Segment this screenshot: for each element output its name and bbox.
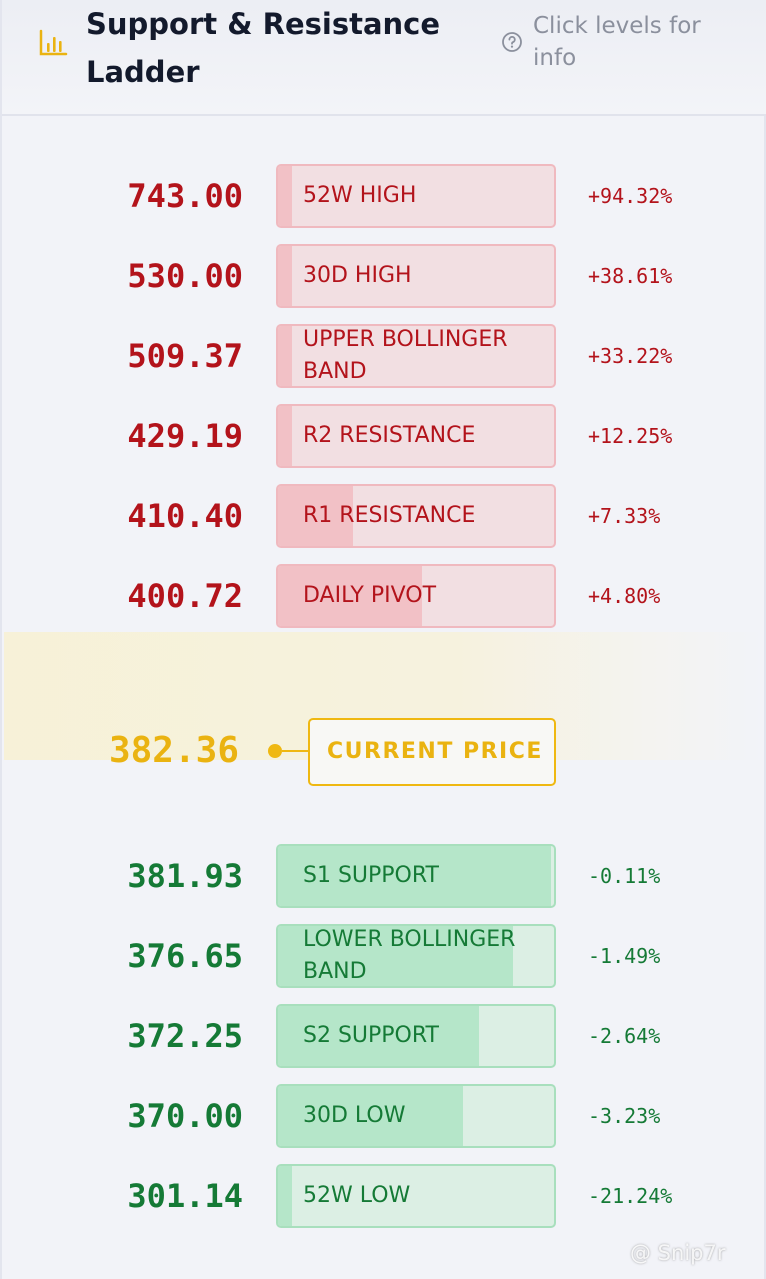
level-change: +33.22% [588,344,673,368]
level-strength-fill [278,1086,463,1146]
resistance-level-row[interactable]: 509.37 UPPER BOLLINGER BAND +33.22% [2,324,766,388]
level-price: 400.72 [127,577,243,615]
level-label: UPPER BOLLINGER BAND [303,327,508,384]
level-price: 301.14 [127,1177,243,1215]
level-bar[interactable]: DAILY PIVOT [276,564,556,628]
level-strength-fill [278,846,552,906]
level-strength-fill [278,1166,292,1226]
level-label: DAILY PIVOT [303,583,437,608]
level-price: 372.25 [127,1017,243,1055]
level-strength-fill [278,486,353,546]
level-label: R2 RESISTANCE [303,423,476,448]
resistance-level-row[interactable]: 429.19 R2 RESISTANCE +12.25% [2,404,766,468]
level-label: S2 SUPPORT [303,1023,439,1048]
support-level-row[interactable]: 370.00 30D LOW -3.23% [2,1084,766,1148]
level-bar[interactable]: S2 SUPPORT [276,1004,556,1068]
current-price-value: 382.36 [108,730,239,771]
help-text: Click levels for info [533,13,701,71]
question-circle-icon[interactable] [501,31,523,53]
level-change: -3.23% [588,1104,661,1128]
level-strength-fill [278,166,292,226]
level-label: S1 SUPPORT [303,863,439,888]
level-bar[interactable]: S1 SUPPORT [276,844,556,908]
level-change: +38.61% [588,264,673,288]
support-level-row[interactable]: 372.25 S2 SUPPORT -2.64% [2,1004,766,1068]
resistance-level-row[interactable]: 530.00 30D HIGH +38.61% [2,244,766,308]
resistance-level-row[interactable]: 410.40 R1 RESISTANCE +7.33% [2,484,766,548]
level-strength-fill [278,406,292,466]
level-price: 509.37 [127,337,243,375]
level-label: R1 RESISTANCE [303,503,476,528]
level-bar[interactable]: 52W LOW [276,1164,556,1228]
level-price: 429.19 [127,417,243,455]
level-change: +94.32% [588,184,673,208]
level-price: 381.93 [127,857,243,895]
bar-chart-icon [39,29,68,56]
level-strength-fill [278,246,292,306]
level-bar[interactable]: 30D HIGH [276,244,556,308]
panel-title: Support & Resistance Ladder [86,7,441,89]
level-price: 530.00 [127,257,243,295]
support-level-row[interactable]: 301.14 52W LOW -21.24% [2,1164,766,1228]
level-price: 743.00 [127,177,243,215]
level-bar[interactable]: 30D LOW [276,1084,556,1148]
level-price: 376.65 [127,937,243,975]
support-level-row[interactable]: 376.65 LOWER BOLLINGER BAND -1.49% [2,924,766,988]
level-bar[interactable]: R2 RESISTANCE [276,404,556,468]
level-strength-fill [278,1006,480,1066]
level-strength-fill [278,326,292,386]
level-bar[interactable]: R1 RESISTANCE [276,484,556,548]
level-change: +4.80% [588,584,661,608]
current-price-dot [268,744,282,758]
level-change: +7.33% [588,504,661,528]
resistance-level-row[interactable]: 400.72 DAILY PIVOT +4.80% [2,564,766,628]
level-strength-fill [278,926,513,986]
level-label: 30D LOW [303,1103,406,1128]
level-label: 52W LOW [303,1183,411,1208]
support-level-row[interactable]: 381.93 S1 SUPPORT -0.11% [2,844,766,908]
level-price: 410.40 [127,497,243,535]
level-change: -0.11% [588,864,661,888]
level-change: +12.25% [588,424,673,448]
level-bar[interactable]: LOWER BOLLINGER BAND [276,924,556,988]
level-label: LOWER BOLLINGER BAND [303,927,516,984]
level-change: -21.24% [588,1184,673,1208]
level-bar[interactable]: 52W HIGH [276,164,556,228]
current-price-label[interactable]: CURRENT PRICE [308,718,556,786]
level-strength-fill [278,566,422,626]
level-change: -2.64% [588,1024,661,1048]
level-change: -1.49% [588,944,661,968]
current-price-connector [282,750,308,752]
panel-header: Support & Resistance Ladder Click levels… [2,0,766,116]
watermark-text: @ Snip7r [630,1241,726,1265]
resistance-level-row[interactable]: 743.00 52W HIGH +94.32% [2,164,766,228]
level-price: 370.00 [127,1097,243,1135]
level-label: 30D HIGH [303,263,412,288]
level-label: 52W HIGH [303,183,417,208]
level-bar[interactable]: UPPER BOLLINGER BAND [276,324,556,388]
